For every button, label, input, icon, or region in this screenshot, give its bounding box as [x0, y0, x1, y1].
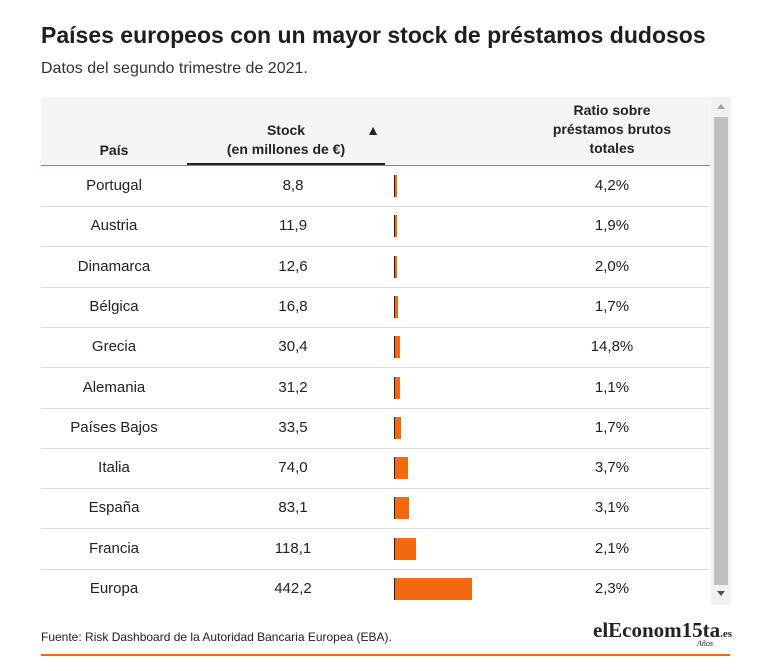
ratio: 1,1% — [594, 378, 630, 396]
bar — [394, 578, 472, 600]
table-row: Alemania 31,2 1,1% — [41, 368, 710, 409]
table: País Stock (en millones de €) ▲ Ratio so… — [41, 97, 731, 605]
column-header[interactable]: País — [99, 142, 129, 158]
source: Fuente: Risk Dashboard de la Autoridad B… — [41, 630, 392, 644]
bar — [394, 336, 401, 359]
country: Dinamarca — [77, 257, 151, 275]
country: Bélgica — [89, 297, 139, 315]
ratio: 1,9% — [594, 217, 630, 235]
ratio: 1,7% — [594, 297, 630, 315]
country: Italia — [98, 459, 130, 477]
stock: 31,2 — [278, 378, 308, 396]
table-row: Portugal 8,8 4,2% — [41, 166, 710, 207]
stock: 442,2 — [274, 580, 312, 597]
subtitle: Datos del segundo trimestre de 2021. — [41, 60, 308, 77]
table-row: Francia 118,1 2,1% — [41, 529, 710, 570]
stock: 30,4 — [278, 338, 308, 356]
country: Portugal — [86, 177, 142, 194]
country: Austria — [90, 217, 138, 235]
country: Alemania — [82, 378, 146, 396]
table-row: España 83,1 3,1% — [41, 488, 710, 530]
ratio: 14,8% — [590, 338, 634, 356]
country: Países Bajos — [70, 418, 158, 436]
sort-indicator: ▲ — [366, 122, 380, 138]
scroll-thumb[interactable] — [714, 117, 728, 585]
scroll-up[interactable] — [716, 103, 726, 111]
column-header[interactable]: Ratio sobre préstamos brutos totales — [552, 102, 672, 156]
stock: 12,6 — [278, 257, 308, 275]
country: España — [88, 499, 140, 517]
stock: 33,5 — [278, 418, 308, 436]
logo-suffix: .es — [720, 628, 733, 640]
country: Europa — [89, 580, 139, 597]
bar — [394, 457, 408, 480]
column-header[interactable]: Stock (en millones de €) — [187, 121, 385, 165]
logo-text: elEconom15ta — [593, 618, 721, 642]
table-row: Grecia 30,4 14,8% — [41, 327, 710, 369]
bar — [394, 175, 397, 197]
logo: elEconom15ta.es Años — [593, 618, 733, 648]
bar — [394, 295, 398, 318]
bar — [394, 416, 401, 439]
stock: 74,0 — [278, 459, 308, 477]
bar — [394, 215, 398, 238]
ratio: 1,7% — [594, 418, 630, 436]
table-row: Italia 74,0 3,7% — [41, 448, 710, 490]
ratio: 3,1% — [594, 499, 630, 517]
scroll-down[interactable] — [716, 589, 726, 597]
stock: 118,1 — [274, 539, 312, 557]
table-row: Países Bajos 33,5 1,7% — [41, 408, 710, 449]
logo-years: Años — [697, 639, 713, 648]
table-row: Bélgica 16,8 1,7% — [41, 287, 710, 328]
table-row: Austria 11,9 1,9% — [41, 206, 710, 248]
table-header: País Stock (en millones de €) ▲ Ratio so… — [41, 97, 710, 166]
bar — [394, 537, 416, 560]
country: Francia — [88, 539, 140, 557]
stock: 83,1 — [278, 499, 308, 517]
stock: 16,8 — [278, 297, 308, 315]
ratio: 2,0% — [594, 257, 630, 275]
stock: 8,8 — [282, 177, 304, 194]
bar — [394, 497, 410, 520]
ratio: 2,1% — [594, 539, 630, 557]
ratio: 4,2% — [594, 177, 630, 194]
scrollbar[interactable] — [711, 97, 731, 605]
ratio: 2,3% — [594, 580, 630, 597]
stock: 11,9 — [278, 217, 308, 235]
country: Grecia — [91, 338, 137, 356]
table-row: Dinamarca 12,6 2,0% — [41, 247, 710, 288]
bar — [394, 376, 401, 399]
table-row: Europa 442,2 2,3% — [41, 569, 710, 605]
title: Países europeos con un mayor stock de pr… — [41, 22, 706, 48]
footer-rule — [41, 654, 730, 656]
bar — [394, 255, 398, 278]
ratio: 3,7% — [594, 459, 630, 477]
